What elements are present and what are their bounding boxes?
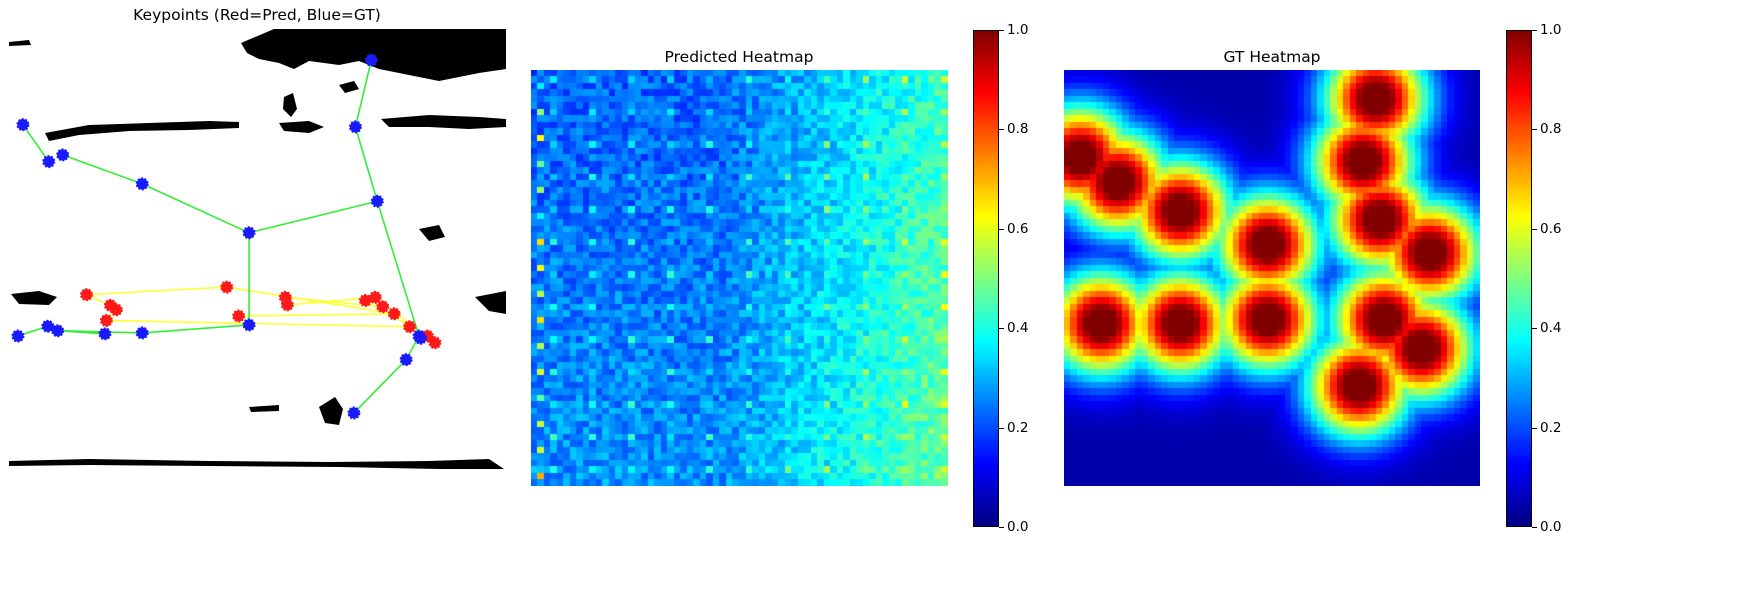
gt-keypoint — [347, 406, 361, 420]
colorbar-tick-mark — [999, 428, 1004, 429]
gt-colorbar — [1506, 30, 1532, 527]
gt-heatmap-title: GT Heatmap — [1223, 48, 1321, 66]
gt-keypoint — [364, 53, 378, 67]
pred-keypoint — [428, 336, 442, 350]
colorbar-tick-label: 0.8 — [1007, 121, 1029, 137]
gt-keypoint — [41, 319, 55, 333]
gt-skeleton-line — [62, 154, 143, 185]
colorbar-tick-mark — [999, 229, 1004, 230]
pred-keypoint — [99, 313, 113, 327]
gt-skeleton-line — [376, 200, 420, 337]
gt-skeleton-line — [22, 124, 50, 163]
pred-keypoint — [80, 288, 94, 302]
gt-skeleton-line — [142, 324, 250, 334]
pred-keypoint — [220, 280, 234, 294]
pred-keypoint — [387, 307, 401, 321]
colorbar-tick-mark — [1532, 229, 1537, 230]
colorbar-tick-mark — [999, 328, 1004, 329]
colorbar-tick-label: 1.0 — [1540, 22, 1562, 38]
keypoints-title: Keypoints (Red=Pred, Blue=GT) — [133, 6, 381, 24]
gt-keypoint — [135, 326, 149, 340]
gt-keypoint — [370, 194, 384, 208]
colorbar-tick-label: 0.2 — [1540, 420, 1562, 436]
gt-keypoint — [16, 118, 30, 132]
gt-skeleton-line — [248, 200, 378, 234]
pred-skeleton-line — [238, 313, 395, 317]
colorbar-tick-mark — [1532, 527, 1537, 528]
colorbar-tick-label: 1.0 — [1007, 22, 1029, 38]
predicted-colorbar — [973, 30, 999, 527]
colorbar-tick-mark — [999, 30, 1004, 31]
colorbar-tick-label: 0.6 — [1007, 221, 1029, 237]
pred-keypoint — [280, 298, 294, 312]
colorbar-tick-mark — [1532, 328, 1537, 329]
gt-skeleton-line — [353, 359, 407, 414]
colorbar-tick-mark — [1532, 129, 1537, 130]
pred-keypoint — [376, 300, 390, 314]
gt-keypoint — [42, 155, 56, 169]
gt-keypoint — [348, 120, 362, 134]
gt-keypoint — [51, 324, 65, 338]
gt-keypoint — [135, 177, 149, 191]
pred-skeleton-line — [86, 286, 227, 296]
gt-keypoint — [56, 148, 70, 162]
colorbar-tick-mark — [999, 527, 1004, 528]
keypoints-panel — [9, 29, 506, 474]
colorbar-tick-mark — [1532, 30, 1537, 31]
colorbar-tick-label: 0.4 — [1540, 320, 1562, 336]
keypoints-background — [9, 29, 506, 474]
binary-mask — [9, 29, 506, 469]
colorbar-tick-mark — [999, 129, 1004, 130]
gt-colorbar-frame — [1506, 30, 1532, 527]
pred-keypoint — [403, 320, 417, 334]
colorbar-tick-label: 0.2 — [1007, 420, 1029, 436]
gt-skeleton-line — [141, 183, 250, 234]
gt-keypoint — [399, 353, 413, 367]
gt-keypoint — [414, 331, 428, 345]
gt-keypoint — [11, 329, 25, 343]
colorbar-tick-label: 0.8 — [1540, 121, 1562, 137]
pred-keypoint — [368, 290, 382, 304]
predicted-colorbar-frame — [973, 30, 999, 527]
predicted-heatmap — [531, 70, 948, 486]
colorbar-tick-label: 0.0 — [1540, 519, 1562, 535]
gt-heatmap — [1064, 70, 1480, 486]
predicted-heatmap-title: Predicted Heatmap — [664, 48, 814, 66]
gt-keypoint — [242, 226, 256, 240]
colorbar-tick-label: 0.6 — [1540, 221, 1562, 237]
pred-keypoint — [232, 309, 246, 323]
colorbar-tick-label: 0.4 — [1007, 320, 1029, 336]
gt-keypoint — [242, 318, 256, 332]
gt-skeleton-line — [354, 59, 373, 128]
colorbar-tick-mark — [1532, 428, 1537, 429]
colorbar-tick-label: 0.0 — [1007, 519, 1029, 535]
gt-keypoint — [98, 327, 112, 341]
pred-skeleton-line — [106, 319, 410, 328]
gt-skeleton-line — [57, 329, 105, 335]
gt-skeleton-line — [354, 126, 379, 202]
pred-keypoint — [109, 303, 123, 317]
